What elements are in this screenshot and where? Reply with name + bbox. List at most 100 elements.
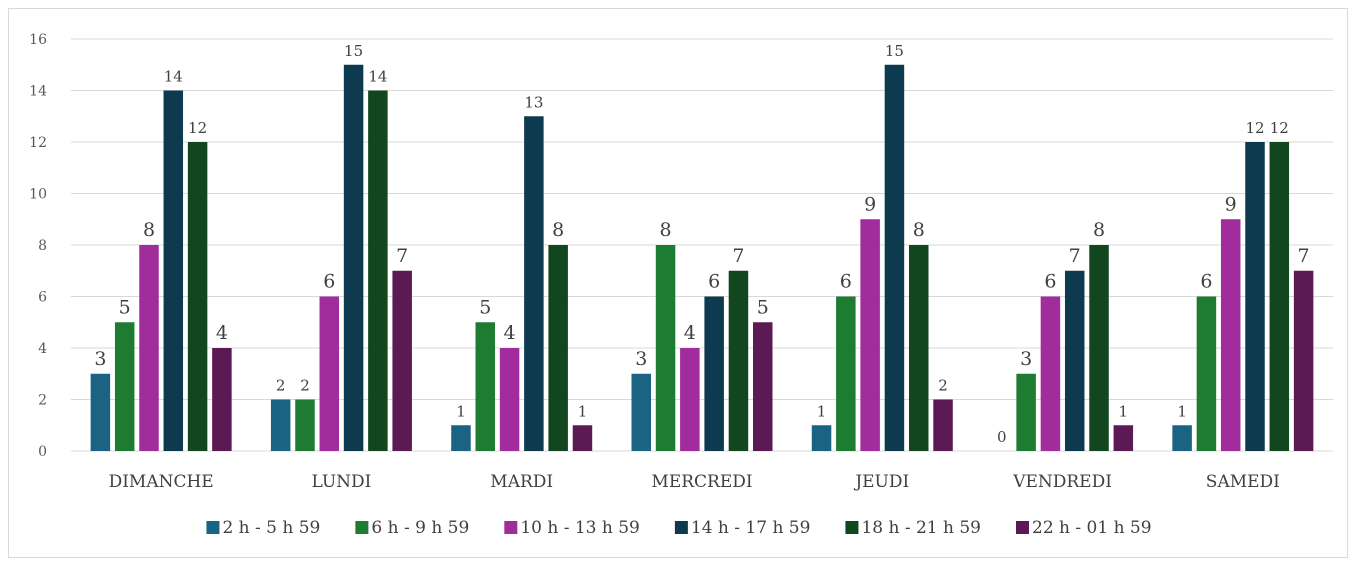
- data-label: 9: [1225, 193, 1237, 215]
- bar: [704, 296, 724, 451]
- data-label: 9: [864, 193, 876, 215]
- data-label: 8: [1093, 219, 1105, 241]
- legend-item: 14 h - 17 h 59: [674, 518, 811, 538]
- data-label: 1: [1177, 402, 1187, 420]
- bar: [753, 322, 773, 451]
- bar: [884, 64, 905, 451]
- data-label: 1: [456, 402, 466, 420]
- data-label: 3: [635, 348, 647, 370]
- data-label: 1: [578, 402, 588, 420]
- bar: [499, 348, 520, 451]
- data-label: 4: [216, 322, 228, 344]
- data-label: 3: [94, 348, 106, 370]
- legend-label: 22 h - 01 h 59: [1032, 518, 1152, 538]
- bar: [114, 322, 135, 451]
- category-label: DIMANCHE: [109, 472, 214, 492]
- bar: [524, 116, 544, 451]
- data-label: 2: [276, 377, 286, 395]
- legend-item: 18 h - 21 h 59: [845, 518, 981, 538]
- legend-label: 10 h - 13 h 59: [520, 518, 640, 538]
- legend-item: 10 h - 13 h 59: [504, 518, 640, 538]
- category-label: JEUDI: [853, 472, 909, 492]
- bar: [680, 348, 700, 451]
- data-label: 6: [708, 271, 720, 293]
- legend-label: 2 h - 5 h 59: [222, 518, 320, 538]
- bar: [728, 270, 749, 451]
- bar: [1172, 425, 1192, 451]
- chart-frame: 0 2 4 6 8 10 12 14 16 3 5 8 14 12 4 2 2 6 15 14 7 1 5 4 13 8 1 3 8 4…: [8, 8, 1348, 558]
- data-label: 5: [479, 296, 491, 318]
- data-label: 14: [164, 68, 183, 86]
- data-label: 15: [344, 42, 363, 60]
- data-label: 7: [396, 245, 408, 267]
- category-label: LUNDI: [311, 472, 371, 492]
- bar: [836, 296, 856, 451]
- y-tick-label: 4: [38, 341, 47, 357]
- bar: [270, 399, 291, 451]
- category-label: MERCREDI: [651, 472, 752, 492]
- bar: [475, 322, 496, 451]
- y-tick-label: 2: [38, 393, 47, 409]
- legend-swatch: [206, 521, 220, 534]
- bar: [860, 219, 880, 451]
- bar: [1245, 142, 1265, 451]
- legend-swatch: [355, 521, 369, 534]
- data-label: 1: [817, 402, 827, 420]
- data-label: 15: [885, 42, 904, 60]
- bar: [343, 64, 364, 451]
- legend-label: 6 h - 9 h 59: [371, 518, 469, 538]
- bar: [392, 270, 412, 451]
- bar: [655, 245, 676, 451]
- data-label: 7: [1069, 245, 1081, 267]
- legend-swatch: [1016, 521, 1029, 534]
- data-label: 8: [552, 219, 564, 241]
- data-label: 7: [1298, 245, 1310, 267]
- data-label: 1: [1119, 402, 1129, 420]
- bar: [908, 245, 929, 451]
- legend-swatch: [504, 521, 518, 534]
- data-label: 4: [684, 322, 696, 344]
- bar: [1269, 142, 1290, 451]
- bar: [1196, 296, 1217, 451]
- data-label: 5: [757, 296, 769, 318]
- data-label: 2: [300, 377, 310, 395]
- legend-swatch: [845, 521, 859, 534]
- legend-swatch: [674, 521, 688, 534]
- category-label: MARDI: [490, 472, 553, 492]
- data-label: 0: [997, 428, 1007, 446]
- data-label: 8: [913, 219, 925, 241]
- gridlines: [71, 38, 1333, 452]
- bar: [187, 142, 208, 451]
- bar: [548, 245, 568, 451]
- y-tick-label: 6: [38, 290, 47, 306]
- bar: [451, 425, 471, 451]
- data-label: 3: [1020, 348, 1032, 370]
- y-tick-label: 16: [29, 32, 47, 48]
- data-label: 12: [1270, 119, 1289, 137]
- x-axis-category-labels: DIMANCHE LUNDI MARDI MERCREDI JEUDI VENDREDI S…: [109, 472, 1280, 492]
- data-label: 2: [938, 377, 948, 395]
- legend-item: 2 h - 5 h 59: [206, 518, 320, 538]
- bar: [1064, 270, 1085, 451]
- data-label: 8: [143, 219, 155, 241]
- y-tick-label: 0: [38, 444, 47, 460]
- legend-item: 22 h - 01 h 59: [1016, 518, 1152, 538]
- y-tick-label: 10: [29, 187, 47, 203]
- data-label: 12: [1245, 119, 1264, 137]
- bar: [1113, 425, 1134, 451]
- data-label: 6: [840, 271, 852, 293]
- data-label: 4: [504, 322, 516, 344]
- bar: [1016, 373, 1036, 451]
- bar: [933, 399, 953, 451]
- legend-label: 14 h - 17 h 59: [691, 518, 811, 538]
- legend: 2 h - 5 h 59 6 h - 9 h 59 10 h - 13 h 59 14…: [206, 518, 1152, 538]
- category-label: VENDREDI: [1012, 472, 1112, 492]
- data-label: 6: [323, 271, 335, 293]
- bar: [139, 245, 159, 451]
- bar: [811, 425, 832, 451]
- bars: [90, 64, 1314, 451]
- legend-item: 6 h - 9 h 59: [355, 518, 469, 538]
- data-label: 13: [524, 93, 543, 111]
- bar: [1220, 219, 1241, 451]
